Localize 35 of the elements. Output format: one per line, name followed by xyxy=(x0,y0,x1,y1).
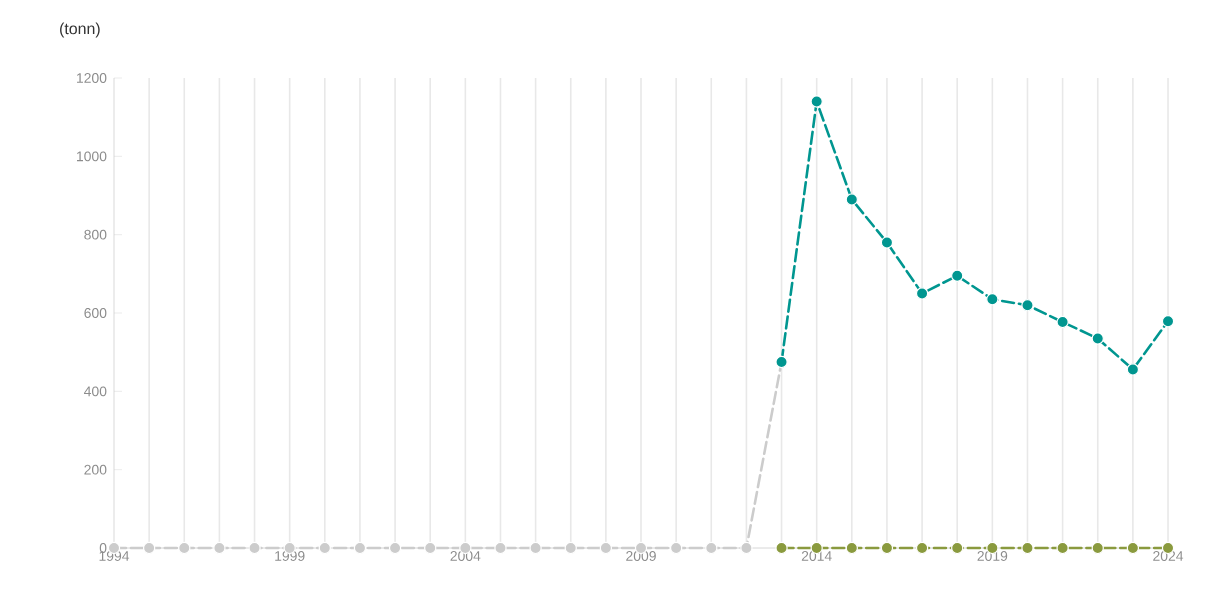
point xyxy=(880,541,894,555)
point xyxy=(669,541,683,555)
point xyxy=(775,541,788,555)
point xyxy=(951,269,964,282)
point xyxy=(318,541,331,555)
point xyxy=(353,541,367,555)
point xyxy=(740,541,753,555)
point xyxy=(810,95,823,108)
point xyxy=(142,541,156,555)
point xyxy=(880,236,894,249)
point xyxy=(845,541,858,555)
point xyxy=(1126,363,1140,376)
point xyxy=(388,541,402,555)
point xyxy=(1056,541,1069,555)
point xyxy=(213,541,226,555)
point xyxy=(915,541,929,555)
point xyxy=(1021,541,1034,555)
point xyxy=(1091,541,1104,555)
point xyxy=(599,541,613,555)
point xyxy=(915,287,929,300)
point xyxy=(178,541,191,555)
point xyxy=(1056,315,1069,329)
point xyxy=(845,193,858,206)
point xyxy=(1161,315,1175,328)
point xyxy=(248,541,261,555)
point xyxy=(1021,298,1034,312)
point xyxy=(951,541,964,555)
point xyxy=(494,541,507,555)
point xyxy=(705,541,718,555)
point xyxy=(1091,332,1104,345)
point xyxy=(986,293,999,306)
point xyxy=(564,541,577,555)
point xyxy=(424,541,437,555)
point xyxy=(1126,541,1140,555)
point xyxy=(529,541,542,555)
